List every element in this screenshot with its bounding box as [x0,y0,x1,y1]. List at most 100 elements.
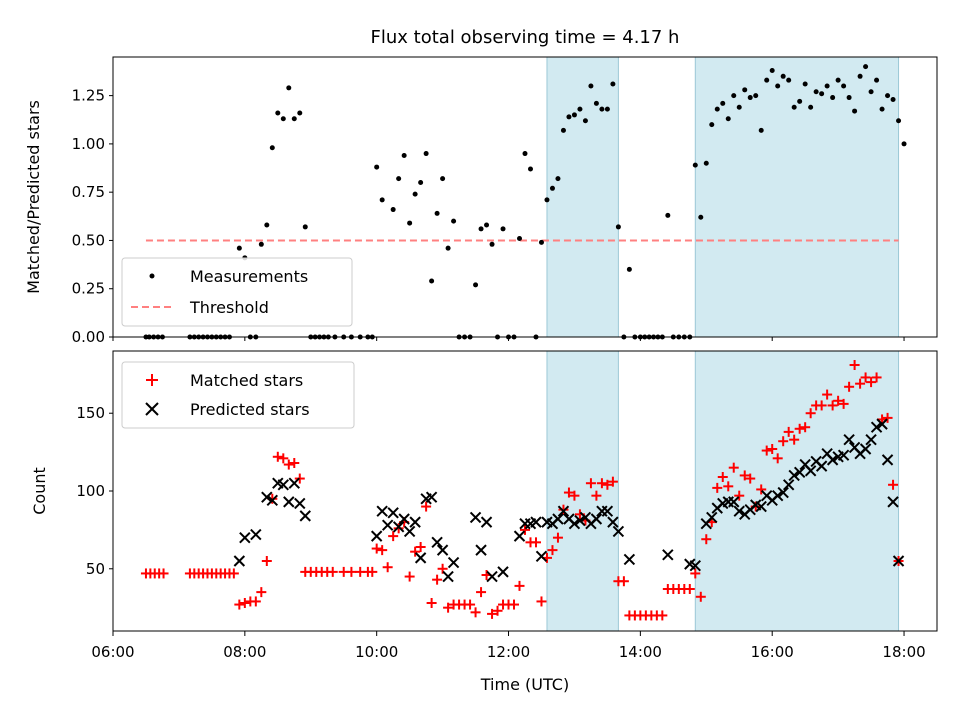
matched-point [888,479,899,490]
measurement-point [445,245,451,251]
measurement-point [527,166,533,172]
matched-point [234,599,245,610]
matched-point [476,587,487,598]
matched-point [805,408,816,419]
x-tick-label: 16:00 [751,643,794,661]
matched-point [432,574,443,585]
matched-point [509,599,520,610]
measurement-point [522,151,528,157]
matched-point [278,453,289,464]
matched-stars-points [140,360,904,621]
measurement-point [863,64,869,70]
predicted-point [771,489,784,502]
matched-point [756,484,767,495]
matched-point [158,568,169,579]
measurement-point [769,68,775,74]
measurement-point [824,83,830,89]
measurement-point [868,89,874,95]
measurement-point [890,96,896,102]
matched-point [470,607,481,618]
matched-point [783,426,794,437]
predicted-point [299,510,311,522]
measurement-point [429,278,435,284]
predicted-point [557,505,570,517]
measurement-point [396,176,402,182]
measurement-point [538,239,544,245]
matched-point [256,587,267,598]
measurement-point [874,77,880,83]
matched-point [772,453,783,464]
predicted-point [370,530,383,542]
measurement-point [297,110,303,116]
predicted-point [294,497,306,510]
predicted-point [607,516,619,528]
measurement-point [555,176,561,182]
measurement-point [379,197,385,203]
observing-interval [546,350,619,632]
predicted-point [865,433,877,446]
matched-point [289,458,300,468]
matched-point [607,476,618,487]
predicted-point [859,443,872,455]
measurement-point [478,226,484,232]
predicted-point [381,519,394,531]
measurement-point [791,104,797,110]
measurement-point [830,95,836,101]
measurement-point [434,210,440,216]
bottom-legend-box [121,361,355,429]
matched-point [294,473,305,484]
matched-point [860,372,871,383]
measurement-point [517,236,523,242]
matched-point [866,377,877,388]
predicted-point [513,530,526,542]
measurement-point [588,83,594,89]
measurement-point [258,241,264,247]
predicted-point [387,507,399,519]
measurement-point [813,89,819,95]
matched-point [536,596,547,607]
matched-point [569,490,580,501]
matched-point [393,523,404,534]
matched-point [591,490,602,501]
predicted-stars-points [233,418,905,583]
measurement-point [236,245,242,251]
predicted-point [250,528,262,541]
matched-point [838,398,849,409]
bottom-x-ticks: 06:00 08:00 10:00 12:00 14:00 16:00 18:00 [91,631,926,661]
matched-point [388,531,399,542]
measurements-legend-label: Measurements [190,267,308,286]
measurement-point [764,77,770,83]
predicted-point [480,516,493,528]
predicted-point [782,479,795,491]
predicted-point [376,505,388,517]
measurement-point [720,100,726,106]
top-y-axis-label: Matched/Predicted stars [24,100,43,294]
measurement-point [418,180,424,186]
matched-point [228,568,239,579]
matched-point [712,482,723,493]
matched-point [800,422,811,433]
measurement-point [725,116,731,122]
matched-point [552,532,563,543]
measurement-point [302,224,308,230]
predicted-point [601,505,614,517]
predicted-point [568,517,581,530]
predicted-point [392,521,405,533]
matched-point [794,423,805,434]
y-tick-label: 150 [76,404,105,422]
measurements-legend-marker [149,273,155,279]
x-tick-label: 06:00 [91,643,134,661]
threshold-legend-label: Threshold [189,298,269,317]
y-tick-label: 0.50 [72,231,105,249]
measurement-point [709,122,715,128]
measurement-point [780,73,786,79]
measurement-point [593,100,599,106]
measurement-point [374,164,380,170]
predicted-point [486,570,498,583]
matched-point [602,479,613,490]
predicted-point [414,552,427,564]
matched-point [415,542,426,552]
predicted-point [398,513,410,525]
measurement-point [665,212,671,218]
